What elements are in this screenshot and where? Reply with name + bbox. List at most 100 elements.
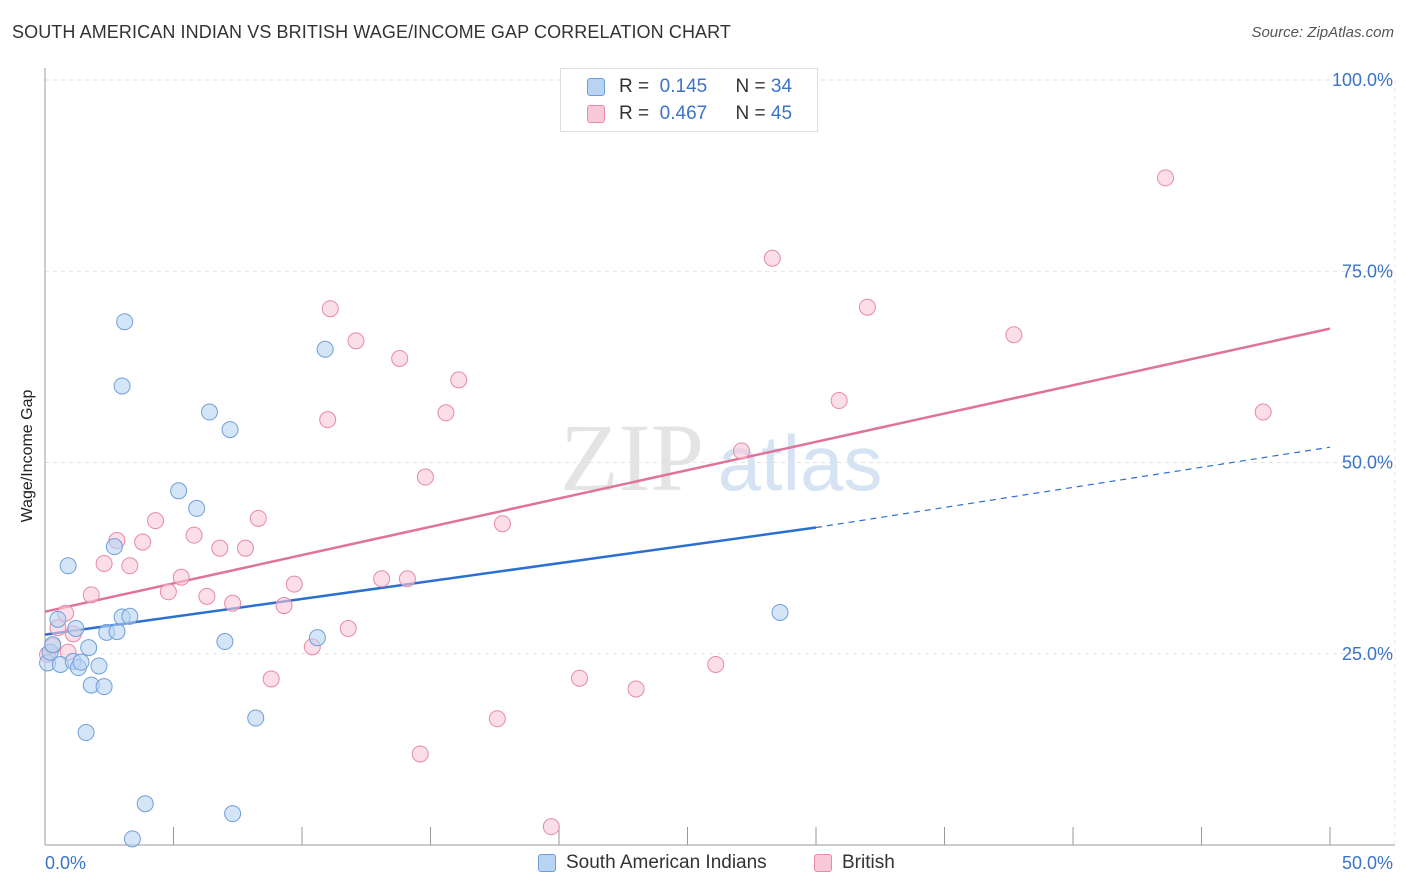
y-tick-label: 100.0% [1332,70,1393,90]
british-point [411,745,429,763]
british-point [172,568,190,586]
r-label: R = [619,103,650,124]
british-point [373,570,391,588]
british-point [488,710,506,728]
x-tick-label: 0.0% [45,853,86,873]
pink-swatch [587,105,605,123]
british-point [571,669,589,687]
south-american-indians-point [49,610,67,628]
british-point [147,512,165,530]
n-label: N = [735,76,766,97]
legend-label: South American Indians [566,852,767,873]
watermark: ZIP atlas [560,404,882,511]
british-point [1005,326,1023,344]
british-point [121,557,139,575]
south-american-indians-point [105,538,123,556]
british-point [339,620,357,638]
south-american-indians-point [136,795,154,813]
data-points [39,169,1272,848]
chart-title: SOUTH AMERICAN INDIAN VS BRITISH WAGE/IN… [12,22,732,42]
y-tick-label: 75.0% [1342,261,1393,281]
south-american-indians-point [44,636,62,654]
british-point [398,570,416,588]
south-american-indians-point [80,639,98,657]
n-label: N = [735,103,766,124]
british-point [159,583,177,601]
stats-legend-row-blue: R = 0.145 N = 34 [587,75,792,99]
legend-item-british: British [814,852,895,874]
south-american-indians-point [224,805,242,823]
south-american-indians-point [72,653,90,671]
south-american-indians-point [200,403,218,421]
british-point [262,670,280,688]
south-american-indians-point [221,421,239,439]
south-american-indians-point [77,724,95,742]
x-tick-label: 50.0% [1342,853,1393,873]
south-american-indians-point [67,620,85,638]
south-american-indians-point [170,482,188,500]
n-value: 34 [770,76,793,97]
south-american-indians-point [113,377,131,395]
british-point [275,597,293,615]
pink-swatch [814,854,832,872]
south-american-indians-point [123,830,141,848]
british-point [450,371,468,389]
british-point [493,515,511,533]
south-american-indians-point [308,629,326,647]
british-point [391,349,409,367]
british-point [95,554,113,572]
legend-item-south-american-indians: South American Indians [538,852,767,874]
british-point [347,332,365,350]
british-point [1157,169,1175,187]
british-point [185,526,203,544]
british-point [211,539,229,557]
stats-legend: R = 0.145 N = 34 R = 0.467 N = 45 [560,68,818,132]
y-tick-label: 50.0% [1342,453,1393,473]
blue-swatch [587,78,605,96]
axes [44,68,1395,846]
british-point [858,298,876,316]
british-point [627,680,645,698]
trend-lines [44,327,1331,636]
british-point [198,587,216,605]
british-point [249,509,267,527]
british-point [134,533,152,551]
trend-line-south-american-indians-extension [815,446,1331,529]
british-point [319,411,337,429]
south-american-indians-point [59,557,77,575]
r-label: R = [619,76,650,97]
south-american-indians-point [121,607,139,625]
watermark-zip: ZIP [560,404,704,511]
british-point [542,818,560,836]
british-point [707,655,725,673]
y-tick-label: 25.0% [1342,644,1393,664]
south-american-indians-point [95,678,113,696]
trend-line-british [44,327,1331,613]
stats-legend-row-pink: R = 0.467 N = 45 [587,102,792,126]
british-point [321,300,339,318]
tick-labels: 25.0% 50.0% 75.0% 100.0% 0.0% 50.0% [45,70,1393,873]
british-point [285,575,303,593]
british-point [416,468,434,486]
south-american-indians-point [316,340,334,358]
british-point [82,586,100,604]
south-american-indians-point [90,657,108,675]
south-american-indians-point [771,603,789,621]
n-value: 45 [770,103,793,124]
south-american-indians-point [116,313,134,331]
british-point [437,404,455,422]
legend-label: British [842,852,895,873]
source-label: Source: ZipAtlas.com [1251,24,1394,41]
south-american-indians-point [188,499,206,517]
british-point [236,539,254,557]
british-point [830,392,848,410]
trend-line-south-american-indians [44,526,817,636]
south-american-indians-point [216,633,234,651]
british-point [1254,403,1272,421]
british-point [732,442,750,460]
r-value: 0.145 [659,76,708,97]
south-american-indians-point [247,709,265,727]
blue-swatch [538,854,556,872]
british-point [763,249,781,267]
